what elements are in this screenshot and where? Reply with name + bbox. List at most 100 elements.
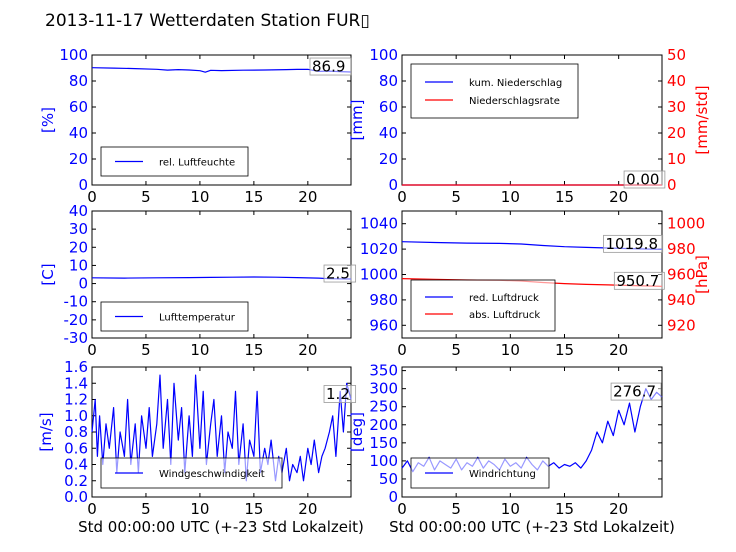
x-tick-label: 0	[397, 188, 407, 206]
series-line-temp-0	[91, 276, 352, 280]
y-tick-label: 0.6	[64, 439, 88, 457]
y-axis-label-right: [hPa]	[693, 255, 711, 294]
x-tick-label: 15	[244, 188, 263, 206]
last-value-label: 0.00	[626, 171, 659, 189]
y-tick-label: 300	[369, 380, 398, 398]
y-tick-label: 20	[69, 150, 88, 168]
y-right-tick-label: 30	[667, 98, 686, 116]
y-right-tick-label: 940	[667, 291, 696, 309]
x-tick-label: 15	[555, 341, 574, 359]
chart-winddir: 0 5 10 15 20050100150200250300350[deg]Windri…	[348, 362, 663, 518]
chart-humidity: 0 5 10 15 20 0 20 40 60 80 100 [%] rel. Luftfeuchte 8…	[39, 46, 352, 206]
y-tick-label: 1.2	[64, 391, 88, 409]
last-value-label: 1019.8	[606, 235, 659, 253]
chart-temp: 0 5 10 15 20-30-20-10010203040[C]Lufttempera…	[39, 202, 357, 359]
x-tick-label: 15	[555, 188, 574, 206]
x-tick-label: 20	[298, 500, 317, 518]
y-tick-label: 100	[369, 452, 398, 470]
y-tick-label: 0	[78, 176, 88, 194]
y-right-tick-label: 20	[667, 124, 686, 142]
y-tick-label: 1020	[360, 240, 398, 258]
y-right-tick-label: 960	[667, 266, 696, 284]
x-tick-label: 20	[298, 188, 317, 206]
x-tick-label: 10	[501, 341, 520, 359]
y-tick-label: 100	[59, 46, 88, 64]
last-value-box	[309, 57, 352, 76]
y-tick-label: -30	[64, 329, 89, 347]
y-tick-label: 0	[388, 176, 398, 194]
y-axis-label-right: [mm/std]	[693, 85, 711, 154]
y-tick-label: 350	[369, 362, 398, 380]
x-tick-label: 10	[501, 500, 520, 518]
x-tick-label: 20	[609, 188, 628, 206]
x-tick-label: 0	[87, 188, 97, 206]
chart-pressure: 0 5 10 15 20 960 980 1000 1020 1040 920 940 960 980 10…	[360, 210, 711, 359]
last-value-box	[603, 234, 664, 253]
y-right-tick-label: 50	[667, 46, 686, 64]
x-tick-label: 20	[298, 341, 317, 359]
x-tick-label: 5	[141, 188, 151, 206]
y-tick-label: 100	[369, 46, 398, 64]
y-axis-label: [%]	[39, 107, 57, 133]
legend-label: abs. Luftdruck	[469, 310, 540, 321]
last-value-box	[613, 271, 665, 290]
x-tick-label: 10	[190, 341, 209, 359]
y-tick-label: 1000	[360, 266, 398, 284]
legend-box	[410, 279, 556, 332]
last-value-box	[623, 170, 666, 189]
y-tick-label: 20	[69, 238, 88, 256]
legend-label: Windgeschwindigkeit	[159, 469, 265, 480]
x-tick-label: 5	[141, 341, 151, 359]
x-tick-label: 0	[87, 341, 97, 359]
y-tick-label: 80	[69, 72, 88, 90]
x-tick-label: 15	[244, 341, 263, 359]
x-tick-label: 5	[141, 500, 151, 518]
last-value-box	[610, 382, 662, 401]
legend-label: rel. Luftfeuchte	[159, 158, 235, 169]
y-tick-label: 0.4	[64, 456, 88, 474]
last-value-box	[323, 385, 357, 403]
y-tick-label: 1040	[360, 215, 398, 233]
chart-wind: 0 5 10 15 200.00.20.40.60.81.01.21.41.6[m/s]…	[37, 358, 357, 518]
legend-label: Niederschlagsrate	[469, 96, 560, 107]
last-value-label: 2.5	[326, 265, 350, 283]
legend-label: Windrichtung	[469, 469, 536, 480]
y-right-tick-label: 1000	[667, 215, 705, 233]
x-tick-label: 15	[244, 500, 263, 518]
legend-label: red. Luftdruck	[469, 293, 539, 304]
x-tick-label: 20	[609, 341, 628, 359]
x-axis-label-left: Std 00:00:00 UTC (+-23 Std Lokalzeit)	[78, 518, 364, 536]
y-tick-label: -10	[64, 293, 89, 311]
y-right-tick-label: 10	[667, 150, 686, 168]
x-tick-label: 15	[555, 500, 574, 518]
x-tick-label: 0	[397, 500, 407, 518]
x-tick-label: 10	[190, 500, 209, 518]
y-tick-label: 0.0	[64, 488, 88, 506]
y-axis-label: [C]	[39, 263, 57, 285]
y-tick-label: 1.0	[64, 407, 88, 425]
y-tick-label: 30	[69, 220, 88, 238]
x-tick-label: 20	[609, 500, 628, 518]
y-tick-label: 50	[379, 470, 398, 488]
figure-title: 2013-11-17 Wetterdaten Station FUR▯	[45, 11, 370, 31]
y-tick-label: 0	[78, 275, 88, 293]
x-tick-label: 0	[397, 341, 407, 359]
x-tick-label: 5	[451, 188, 461, 206]
y-tick-label: 60	[69, 98, 88, 116]
x-tick-label: 10	[501, 188, 520, 206]
plot-frame	[91, 54, 352, 186]
y-tick-label: 0.8	[64, 423, 88, 441]
y-right-tick-label: 40	[667, 72, 686, 90]
last-value-label: 86.9	[312, 58, 345, 76]
x-tick-label: 5	[451, 500, 461, 518]
y-tick-label: 980	[369, 291, 398, 309]
y-tick-label: 40	[69, 124, 88, 142]
y-tick-label: 1.4	[64, 374, 88, 392]
y-axis-label: [m/s]	[37, 412, 55, 451]
y-tick-label: 60	[379, 98, 398, 116]
y-tick-label: 0.2	[64, 472, 88, 490]
x-tick-label: 0	[87, 500, 97, 518]
y-tick-label: 40	[69, 202, 88, 220]
y-tick-label: 80	[379, 72, 398, 90]
